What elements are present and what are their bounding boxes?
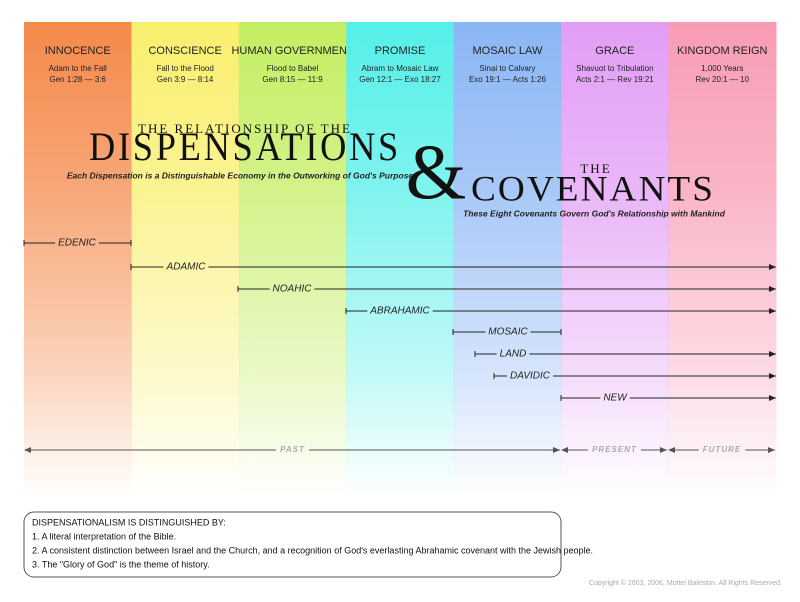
era-label: PRESENT [592,445,637,454]
dispensation-detail: 1,000 Years [701,64,743,73]
title-pre: THE RELATIONSHIP OF THE [138,121,352,136]
dispensation-name: GRACE [595,45,634,57]
dispensation-name: CONSCIENCE [148,45,221,57]
dispensation-column [453,22,562,497]
dispensation-detail: Gen 12:1 — Exo 18:27 [359,75,441,84]
era-label: PAST [280,445,305,454]
dispensation-column [131,22,240,497]
dispensation-detail: Flood to Babel [267,64,319,73]
covenant-label: MOSAIC [488,327,528,338]
dispensation-name: HUMAN GOVERNMENT [231,45,354,57]
dispensation-detail: Gen 3:9 — 8:14 [157,75,214,84]
copyright: Copyright © 2003, 2006, Mottel Baleston.… [589,579,782,587]
era-label: FUTURE [703,445,741,454]
dispensation-column [346,22,455,497]
dispensation-name: INNOCENCE [45,45,111,57]
note-box [23,511,562,578]
ampersand: & [406,128,467,215]
dispensation-detail: Shavuot to Tribulation [576,64,653,73]
dispensation-detail: Acts 2:1 — Rev 19:21 [576,75,654,84]
note-item: 1. A literal interpretation of the Bible… [32,531,176,541]
title-main: DISPENSATIONS [89,124,401,169]
dispensation-name: PROMISE [375,45,426,57]
title-sub: Each Dispensation is a Distinguishable E… [67,170,414,180]
covenant-label: EDENIC [58,238,97,249]
dispensation-detail: Exo 19:1 — Acts 1:26 [469,75,546,84]
covenant-label: DAVIDIC [510,371,551,382]
note-item: 2. A consistent distinction between Isra… [32,545,593,555]
dispensation-detail: Fall to the Flood [156,64,213,73]
covenant-label: NOAHIC [273,284,313,295]
title-sub2: These Eight Covenants Govern God's Relat… [463,208,726,218]
title-main2: COVENANTS [471,168,715,208]
dispensation-detail: Abram to Mosaic Law [362,64,439,73]
dispensation-detail: Adam to the Fall [49,64,107,73]
dispensation-detail: Rev 20:1 — 10 [696,75,750,84]
dispensation-name: KINGDOM REIGN [677,45,768,57]
covenant-label: NEW [603,393,628,404]
dispensation-detail: Sinai to Calvary [479,64,535,73]
note-item: 3. The "Glory of God" is the theme of hi… [32,559,210,569]
covenant-label: ABRAHAMIC [369,306,430,317]
title-pre2: THE [580,161,611,176]
dispensation-detail: Gen 1:28 — 3:6 [49,75,106,84]
dispensation-detail: Gen 8:15 — 11:9 [262,75,323,84]
covenant-label: LAND [500,349,527,360]
dispensation-column [238,22,347,497]
dispensation-name: MOSAIC LAW [472,45,542,57]
note-title: DISPENSATIONALISM IS DISTINGUISHED BY: [32,517,226,527]
dispensation-column [561,22,670,497]
dispensation-column [24,22,132,497]
covenant-label: ADAMIC [166,262,207,273]
dispensation-column [668,22,777,497]
